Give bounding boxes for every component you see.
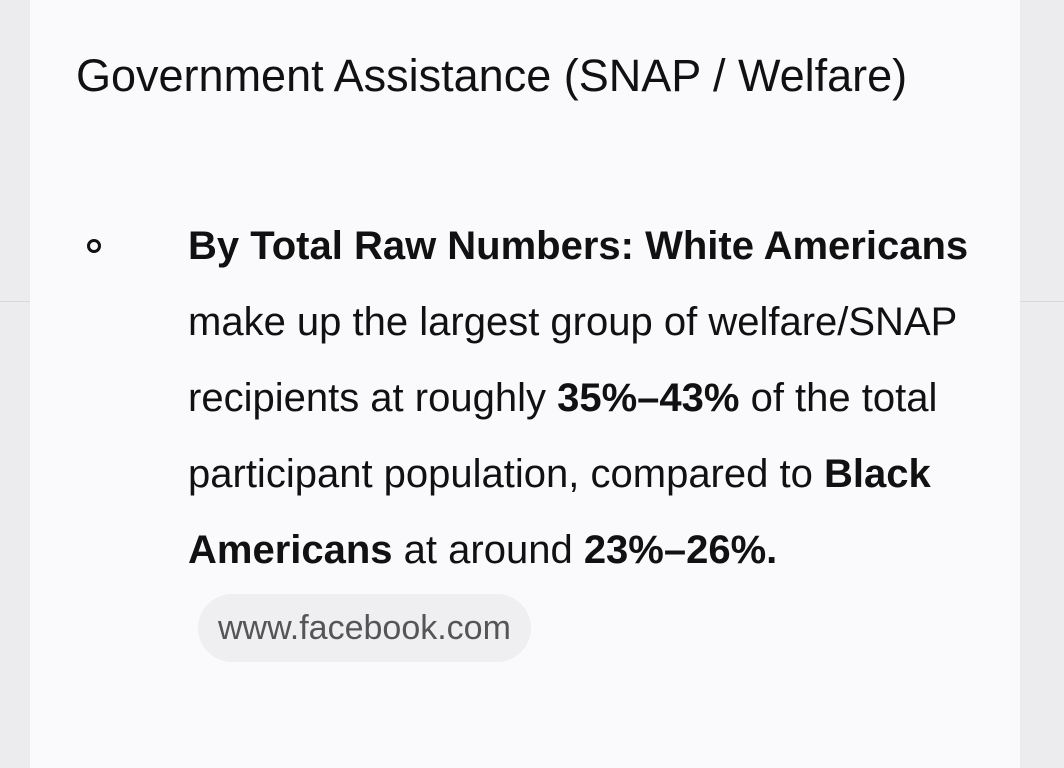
text: make up the largest group of welfare/SNA… (188, 300, 957, 420)
answer-card: Government Assistance (SNAP / Welfare) B… (30, 0, 1020, 768)
text: at around (392, 528, 584, 572)
divider (0, 301, 30, 302)
source-chip[interactable]: www.facebook.com (198, 594, 531, 663)
bold-text: By Total Raw Numbers: White Americans (188, 224, 969, 268)
divider (1020, 301, 1064, 302)
bullet-list: By Total Raw Numbers: White Americans ma… (30, 208, 978, 664)
bold-text: 35%–43% (557, 376, 740, 420)
bold-text: 23%–26%. (583, 528, 778, 572)
heading: Government Assistance (SNAP / Welfare) (76, 50, 908, 101)
bullet-marker (87, 239, 101, 253)
bullet-item: By Total Raw Numbers: White Americans ma… (30, 208, 978, 664)
bold-text: Black Americans (188, 452, 931, 572)
text: of the total participant population, com… (188, 376, 938, 496)
